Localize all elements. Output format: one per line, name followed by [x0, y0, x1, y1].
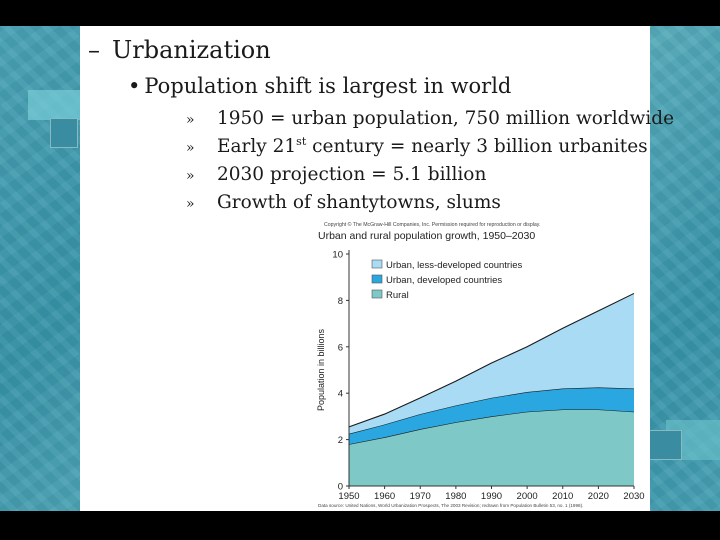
chart-svg: Copyright © The McGraw-Hill Companies, I…: [316, 221, 645, 508]
text-run: 1950 = urban population, 750 million wor…: [217, 108, 675, 129]
text-run: Early 21: [217, 136, 297, 157]
population-chart: Copyright © The McGraw-Hill Companies, I…: [314, 218, 650, 511]
chevron-bullet: »: [186, 196, 195, 212]
series-boundary-line: [348, 292, 635, 428]
legend-label: Rural: [386, 290, 409, 301]
decorative-tile: [648, 430, 682, 460]
subheading-text: Population shift is largest in world: [144, 74, 512, 98]
sub-bullet-item: » 2030 projection = 5.1 billion: [186, 164, 674, 192]
y-axis-label: Population in billions: [316, 328, 326, 411]
sub-bullet-text: Growth of shantytowns, slums: [217, 192, 501, 213]
decorative-tile: [50, 118, 78, 148]
chevron-bullet: »: [186, 140, 195, 156]
y-tick-label: 0: [338, 482, 343, 493]
legend-label: Urban, developed countries: [386, 275, 502, 286]
sub-bullet-list: » 1950 = urban population, 750 million wo…: [186, 108, 674, 220]
y-tick-label: 10: [332, 250, 343, 261]
sub-bullet-item: » Growth of shantytowns, slums: [186, 192, 674, 220]
chart-source-note: Data source: United Nations, World Urban…: [318, 503, 583, 508]
heading-text: Urbanization: [112, 36, 271, 64]
x-tick-label: 2010: [552, 491, 573, 502]
heading-bullet-line: – Urbanization: [88, 36, 271, 64]
bottom-black-bar: [0, 511, 720, 540]
dash-bullet: –: [88, 36, 100, 64]
chevron-bullet: »: [186, 112, 195, 128]
text-run: century = nearly 3 billion urbanites: [306, 136, 648, 157]
legend-label: Urban, less-developed countries: [386, 260, 522, 271]
area-urban-developed-countries: [349, 387, 634, 445]
y-tick-label: 6: [338, 342, 343, 353]
top-black-bar: [0, 0, 720, 26]
y-tick-label: 4: [338, 389, 343, 400]
legend-swatch: [371, 289, 383, 299]
copyright-notice: Copyright © The McGraw-Hill Companies, I…: [324, 221, 540, 228]
area-rural: [349, 409, 634, 486]
sub-bullet-text: 1950 = urban population, 750 million wor…: [217, 108, 674, 129]
y-tick-label: 8: [338, 296, 343, 307]
y-tick-label: 2: [338, 435, 343, 446]
text-run: Growth of shantytowns, slums: [217, 192, 501, 213]
legend-swatch: [371, 259, 383, 269]
x-tick-label: 2020: [588, 491, 609, 502]
legend-swatch: [371, 274, 383, 284]
x-tick-label: 1950: [338, 491, 359, 502]
superscript: st: [296, 134, 307, 148]
x-tick-label: 1980: [445, 491, 466, 502]
dot-bullet: •: [128, 74, 141, 98]
x-tick-label: 2000: [517, 491, 538, 502]
sub-bullet-text: 2030 projection = 5.1 billion: [217, 164, 486, 185]
x-tick-label: 1960: [374, 491, 395, 502]
x-tick-label: 1970: [410, 491, 431, 502]
sub-bullet-text: Early 21st century = nearly 3 billion ur…: [217, 136, 648, 157]
chevron-bullet: »: [186, 168, 195, 184]
sub-bullet-item: » Early 21st century = nearly 3 billion u…: [186, 136, 674, 164]
x-tick-label: 1990: [481, 491, 502, 502]
text-run: 2030 projection = 5.1 billion: [217, 164, 487, 185]
x-tick-label: 2030: [623, 491, 644, 502]
subheading-bullet-line: • Population shift is largest in world: [128, 74, 511, 98]
chart-title: Urban and rural population growth, 1950–…: [318, 230, 535, 242]
sub-bullet-item: » 1950 = urban population, 750 million wo…: [186, 108, 674, 136]
